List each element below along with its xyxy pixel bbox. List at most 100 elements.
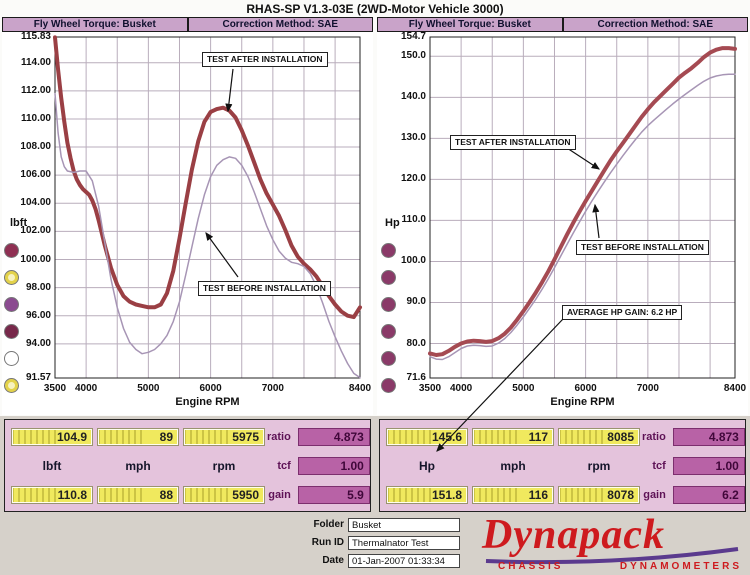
unit-label-mph: mph — [500, 458, 526, 473]
logo-subtitle: CHASSIS DYNAMOMETERS — [498, 561, 742, 572]
gain-value: 6.2 — [672, 485, 745, 504]
y-tick-label: 91.57 — [25, 372, 51, 383]
run-selector-dot[interactable] — [4, 378, 19, 393]
date-value[interactable]: 01-Jan-2007 01:33:34 — [348, 553, 460, 568]
x-tick-label: 3500 — [418, 383, 442, 394]
tcf-value: 1.00 — [672, 456, 745, 475]
y-tick-label: 90.0 — [406, 296, 426, 308]
digital-display-top-2: 8085 — [558, 427, 640, 446]
digital-display-top-1: 117 — [472, 427, 554, 446]
y-tick-label: 110.0 — [401, 214, 426, 226]
unit-label-rpm: rpm — [212, 458, 236, 473]
logo-dynamometers-text: DYNAMOMETERS — [619, 561, 742, 572]
y-tick-label: 154.7 — [400, 31, 426, 42]
app-title: RHAS-SP V1.3-03E (2WD-Motor Vehicle 3000… — [246, 2, 504, 16]
y-tick-label: 96.00 — [25, 309, 51, 321]
run-selector-dot[interactable] — [4, 351, 19, 366]
digital-display-top-2: 5975 — [183, 427, 265, 446]
chart-annotation: AVERAGE HP GAIN: 6.2 HP — [562, 305, 683, 321]
y-tick-label: 112.00 — [20, 84, 51, 96]
run-selector-dot[interactable] — [4, 243, 19, 258]
folder-row: Folder Busket — [304, 517, 460, 532]
tcf-label: tcf — [652, 459, 666, 472]
y-tick-label: 100.0 — [400, 255, 426, 267]
x-tick-label: 7000 — [261, 383, 284, 394]
y-tick-label: 94.00 — [25, 337, 51, 349]
run-id-label: Run ID — [311, 537, 344, 548]
y-tick-label: 71.6 — [406, 372, 426, 383]
digital-display-top-1: 89 — [97, 427, 179, 446]
flywheel-torque-header: Fly Wheel Torque: Busket — [2, 17, 188, 32]
run-id-value[interactable]: Thermalnator Test — [348, 535, 460, 550]
torque-y-axis-unit-label: lbft — [10, 217, 28, 229]
x-tick-label: 8400 — [723, 383, 747, 394]
hp-chart-panel: Fly Wheel Torque: Busket Correction Meth… — [377, 17, 748, 415]
date-row: Date 01-Jan-2007 01:33:34 — [304, 553, 460, 568]
logo-chassis-text: CHASSIS — [498, 561, 564, 572]
digital-display-bottom-1: 116 — [472, 485, 554, 504]
run-selector-dot-center — [8, 274, 15, 281]
digital-display-bottom-0: 151.8 — [386, 485, 468, 504]
ratio-value: 4.873 — [297, 427, 370, 446]
run-selector-dot[interactable] — [381, 351, 396, 366]
logo-swoosh-icon — [485, 547, 739, 565]
y-tick-label: 98.00 — [25, 281, 51, 293]
folder-value[interactable]: Busket — [348, 517, 460, 532]
y-tick-label: 108.00 — [20, 141, 51, 153]
chart-annotation: TEST BEFORE INSTALLATION — [198, 281, 331, 297]
folder-label: Folder — [313, 519, 344, 530]
run-id-row: Run ID Thermalnator Test — [304, 535, 460, 550]
y-tick-label: 115.83 — [20, 31, 51, 42]
hp-chart-header: Fly Wheel Torque: Busket Correction Meth… — [377, 17, 748, 32]
x-tick-label: 6000 — [199, 383, 222, 394]
chart-plot — [428, 36, 737, 379]
x-tick-label: 8400 — [348, 383, 372, 394]
unit-label-lbft: lbft — [42, 458, 62, 473]
date-label: Date — [322, 555, 344, 566]
y-tick-label: 120.0 — [400, 173, 426, 185]
digital-display-bottom-2: 5950 — [183, 485, 265, 504]
flywheel-torque-header: Fly Wheel Torque: Busket — [377, 17, 563, 32]
run-selector-dot[interactable] — [381, 270, 396, 285]
x-tick-label: 5000 — [137, 383, 160, 394]
run-selector-dot[interactable] — [381, 324, 396, 339]
run-selector-dot[interactable] — [4, 297, 19, 312]
torque-gauge-panel: 104.9 89 5975 ratio 4.873 lbft mph rpm tcf 1.00 11… — [4, 419, 371, 512]
x-tick-label: 5000 — [512, 383, 535, 394]
digital-display-top-0: 104.9 — [11, 427, 93, 446]
dynapack-logo-text: Dynapack — [482, 512, 665, 558]
torque-chart-body: lbft Engine RPM 115.83 114.00 112.00 110.00… — [2, 31, 373, 415]
run-selector-dot[interactable] — [381, 378, 396, 393]
y-tick-label: 104.00 — [20, 197, 51, 209]
tcf-label: tcf — [277, 459, 291, 472]
run-selector-dot[interactable] — [381, 243, 396, 258]
unit-label-mph: mph — [125, 458, 151, 473]
unit-label-rpm: rpm — [587, 458, 611, 473]
tcf-value: 1.00 — [297, 456, 370, 475]
run-selector-dot[interactable] — [381, 297, 396, 312]
chart-annotation: TEST AFTER INSTALLATION — [450, 135, 576, 151]
run-selector-dot[interactable] — [4, 324, 19, 339]
gain-value: 5.9 — [297, 485, 370, 504]
run-selector-dot[interactable] — [4, 270, 19, 285]
x-tick-label: 4000 — [74, 383, 98, 394]
hp-chart-body: Hp Engine RPM 154.7 150.0 140.0 130.0 120.0 1… — [377, 31, 748, 415]
correction-method-header: Correction Method: SAE — [187, 17, 373, 32]
ratio-label: ratio — [642, 430, 666, 443]
x-tick-label: 4000 — [449, 383, 473, 394]
gain-label: gain — [268, 488, 291, 501]
ratio-value: 4.873 — [672, 427, 745, 446]
series-test-before-installation — [54, 92, 361, 379]
x-tick-label: 6000 — [574, 383, 597, 394]
dynapack-logo: Dynapack CHASSIS DYNAMOMETERS — [482, 514, 744, 574]
digital-display-top-0: 145.6 — [386, 427, 468, 446]
y-tick-label: 140.0 — [400, 91, 426, 103]
y-tick-label: 100.00 — [20, 253, 51, 265]
y-tick-label: 106.00 — [20, 169, 51, 181]
y-tick-label: 102.00 — [20, 225, 51, 237]
run-selector-dot-center — [8, 382, 15, 389]
y-tick-label: 130.0 — [400, 132, 426, 144]
digital-display-bottom-1: 88 — [97, 485, 179, 504]
hp-y-axis-unit-label: Hp — [385, 217, 400, 229]
